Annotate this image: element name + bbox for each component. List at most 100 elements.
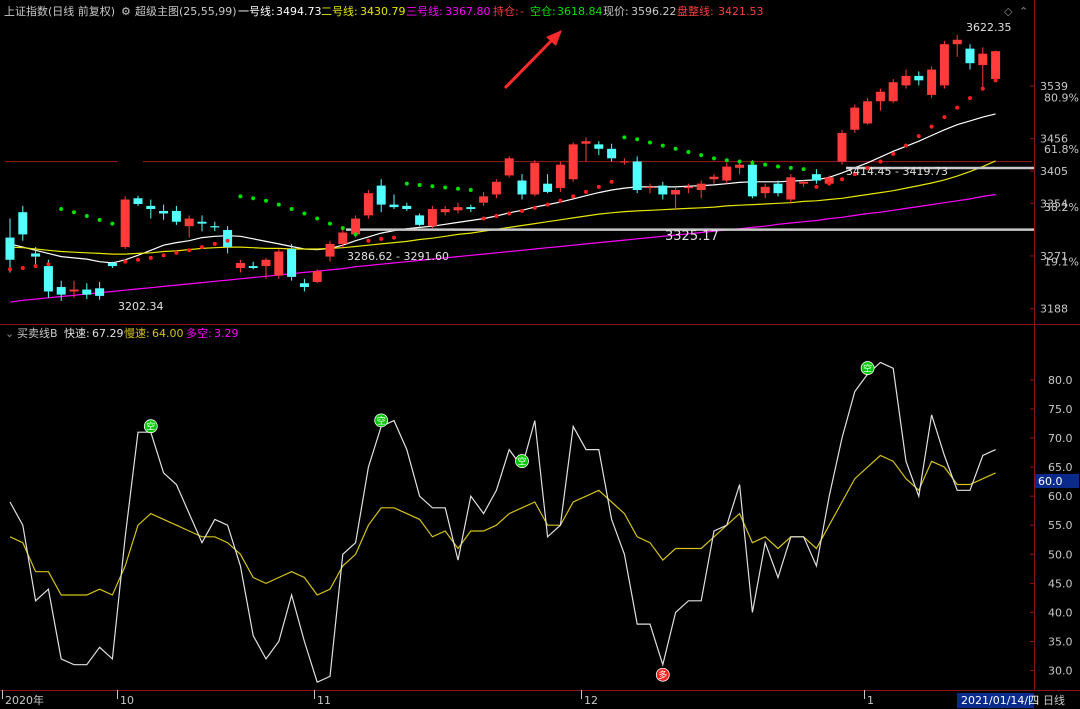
sar-dot: [187, 248, 192, 253]
candle-body: [338, 232, 348, 244]
sar-dot: [878, 159, 883, 164]
candle-body: [299, 283, 309, 288]
sar-dot: [443, 185, 448, 190]
candle-body: [914, 75, 924, 81]
price-tick-label: 3405: [1040, 165, 1068, 178]
candle-body: [978, 53, 988, 66]
window-controls[interactable]: ◇ ⌃: [1004, 5, 1028, 18]
candle-body: [607, 148, 617, 159]
sar-dot: [404, 181, 409, 186]
candle-body: [671, 190, 681, 195]
month-label: 1: [867, 694, 874, 707]
sar-dot: [584, 189, 588, 194]
candle-body: [415, 215, 425, 225]
sar-dot: [174, 250, 179, 255]
indicator-tick-label: 65.0: [1048, 461, 1073, 474]
sar-dot: [942, 115, 947, 120]
candle-body: [850, 107, 860, 130]
candle-body: [197, 221, 207, 224]
fast-value: 67.29: [92, 327, 124, 340]
candle-body: [543, 183, 553, 192]
sar-dot: [212, 241, 217, 246]
candle-body: [747, 164, 757, 197]
candle-body: [799, 181, 809, 184]
candle-body: [120, 199, 130, 248]
candle-body: [325, 243, 335, 257]
sar-dot: [737, 159, 742, 164]
candle-body: [568, 144, 578, 180]
settings-icon[interactable]: ⚙: [121, 5, 131, 18]
price-label: 现价:: [603, 5, 629, 18]
candle-body: [696, 183, 706, 191]
lower-header: ⌄ 买卖线B 快速: 67.29 慢速: 64.00 多空: 3.29: [5, 326, 239, 340]
sar-dot: [609, 179, 614, 184]
sar-dot: [520, 208, 524, 213]
bear-signal-label: 空: [517, 456, 526, 468]
candle-body: [184, 218, 194, 227]
sar-dot: [980, 86, 985, 91]
sar-dot: [456, 186, 460, 191]
upper-header: 上证指数(日线 前复权) ⚙ 超级主图(25,55,99) 一号线: 3494.…: [4, 4, 764, 18]
candle-body: [440, 209, 450, 213]
sar-dot: [635, 137, 640, 142]
collapse-icon[interactable]: ⌃: [1019, 5, 1028, 18]
candle-body: [632, 161, 642, 191]
range1-label: 3286.62 - 3291.60: [347, 250, 449, 263]
bear-signal-label: 空: [146, 421, 155, 433]
sar-dot: [955, 105, 960, 110]
ma1-line: [9, 113, 996, 264]
candle-body: [555, 164, 565, 189]
chevron-down-icon[interactable]: ⌄: [5, 327, 14, 340]
level-label: 3325.17: [665, 229, 719, 244]
candle-body: [95, 288, 105, 296]
ma2-value: 3430.79: [360, 5, 406, 18]
indicator-tick-label: 80.0: [1048, 374, 1073, 387]
candle-body: [888, 82, 898, 102]
candle-body: [376, 185, 386, 205]
sar-dot: [660, 143, 665, 148]
sar-dot: [788, 165, 793, 170]
slow-label: 慢速:: [124, 327, 150, 340]
empty-value: 3618.84: [557, 5, 603, 18]
price-tick-label: 3456: [1040, 133, 1068, 146]
sar-dot: [763, 162, 768, 167]
sar-dot: [302, 211, 307, 216]
candle-body: [210, 226, 220, 228]
candle-body: [965, 48, 975, 64]
candle-body: [991, 51, 1001, 80]
indicator-tick-label: 40.0: [1048, 606, 1073, 619]
range2-label: 3414.45 - 3419.73: [846, 165, 948, 178]
sar-dot: [648, 140, 652, 145]
candle-body: [939, 44, 949, 86]
candle-body: [274, 251, 284, 276]
sar-dot: [315, 216, 320, 221]
candle-body: [312, 271, 322, 282]
candle-body: [261, 259, 271, 267]
sar-dot: [891, 151, 896, 156]
bear-signal-icon: [374, 413, 389, 428]
sar-dot: [712, 156, 716, 161]
sar-dot: [110, 221, 115, 226]
candle-body: [837, 132, 847, 162]
candle-body: [722, 166, 732, 181]
pct-tick-label: 19.1%: [1044, 256, 1079, 269]
candle-body: [69, 289, 79, 292]
sar-dot: [72, 210, 76, 215]
candle-body: [248, 266, 258, 269]
candle-body: [31, 253, 41, 257]
pct-tick-label: 80.9%: [1044, 91, 1079, 104]
indicator-tick-label: 45.0: [1048, 577, 1073, 590]
sar-dot: [929, 124, 934, 129]
diamond-icon[interactable]: ◇: [1004, 5, 1013, 18]
candlesticks[interactable]: [5, 34, 1001, 301]
sar-dot: [827, 181, 832, 186]
sar-dot: [571, 194, 576, 199]
candle-body: [389, 204, 399, 208]
bear-signal-label: 空: [863, 363, 872, 375]
sar-dot: [251, 196, 256, 201]
sar-dot: [33, 264, 38, 269]
candle-body: [901, 75, 911, 86]
period-label[interactable]: 日线: [1043, 693, 1065, 707]
